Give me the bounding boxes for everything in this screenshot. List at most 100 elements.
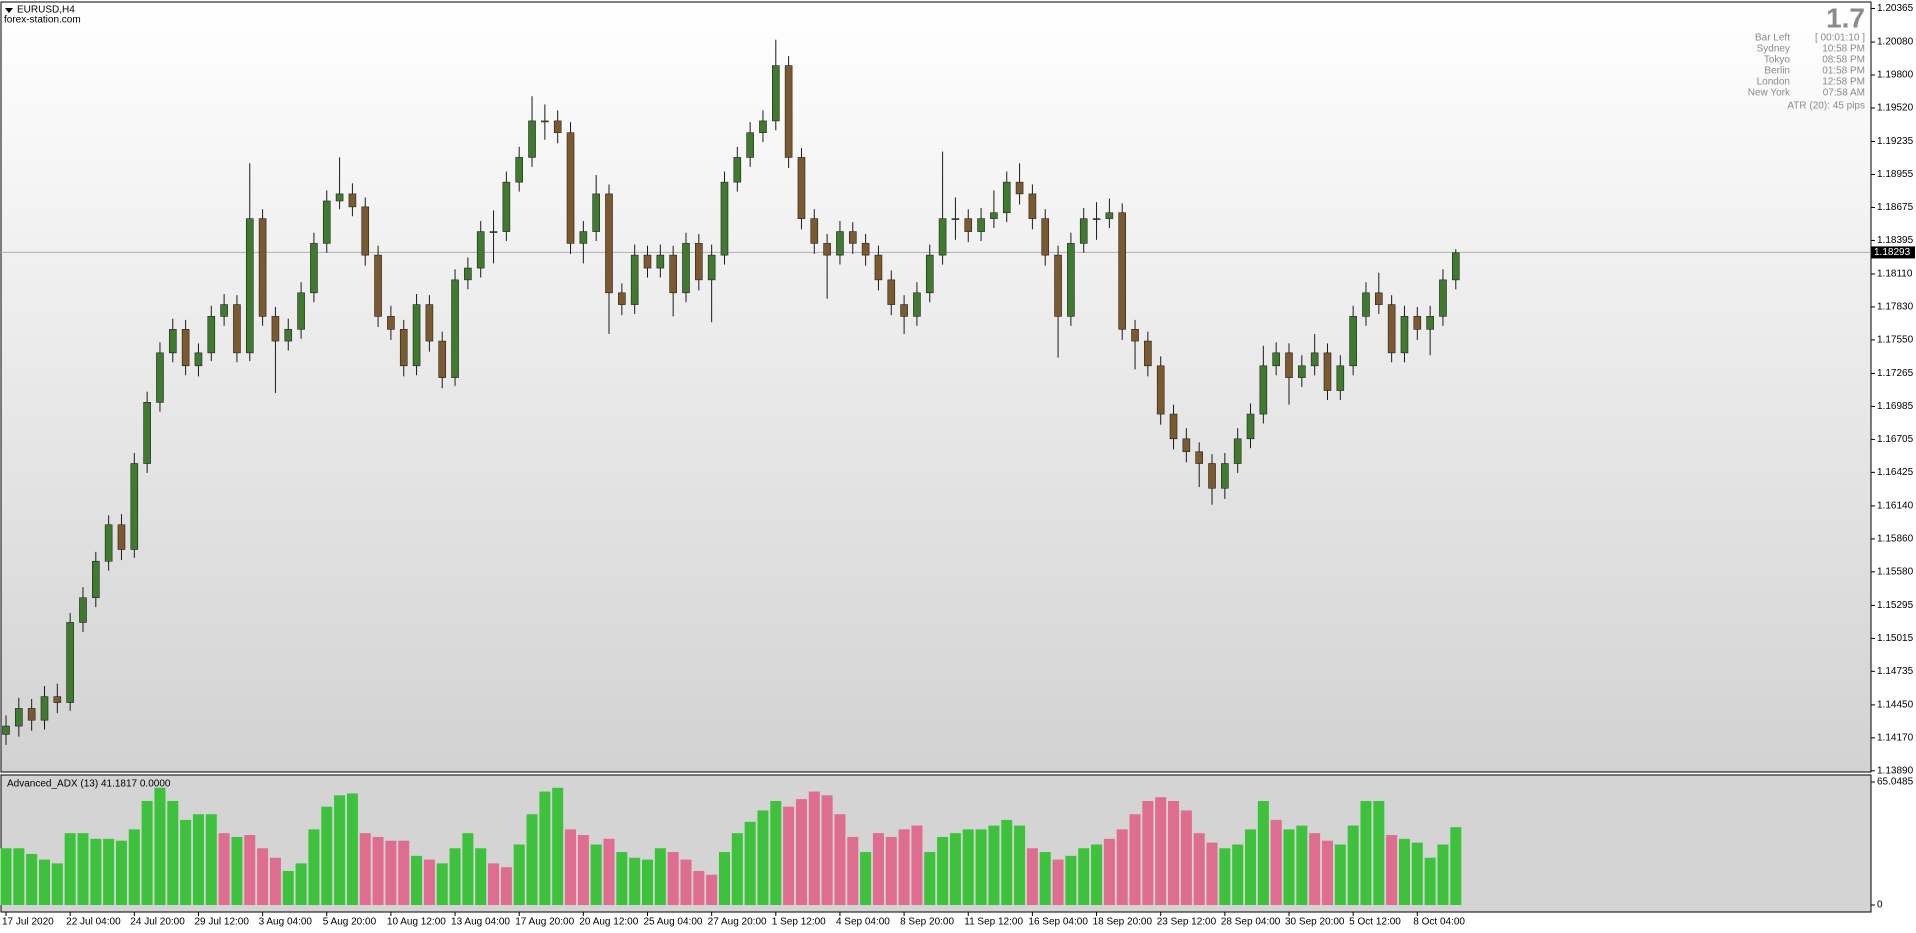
adx-bar <box>962 829 974 905</box>
candle-body <box>1015 181 1024 195</box>
candle-body <box>592 193 600 232</box>
x-tick-label: 27 Aug 20:00 <box>708 917 767 928</box>
adx-bar <box>423 859 435 905</box>
candle-body <box>1349 316 1357 367</box>
candle-body <box>720 181 729 256</box>
adx-bar <box>795 799 807 905</box>
adx-bar <box>0 848 12 905</box>
watermark: forex-station.com <box>4 15 81 26</box>
adx-bar <box>372 836 384 905</box>
x-tick-label: 18 Sep 20:00 <box>1093 917 1153 928</box>
adx-bar <box>821 795 833 905</box>
candle-body <box>848 231 857 244</box>
adx-bar <box>385 840 397 905</box>
x-tick-label: 25 Aug 04:00 <box>644 917 703 928</box>
x-tick-label: 10 Aug 12:00 <box>387 917 446 928</box>
candle-body <box>1426 316 1434 330</box>
adx-bar <box>398 840 410 905</box>
candle-body <box>669 254 677 294</box>
info-value: 12:58 PM <box>1822 77 1865 88</box>
candle-body <box>245 218 254 354</box>
adx-bar <box>757 810 769 905</box>
adx-bar <box>244 835 256 905</box>
candle-body <box>1028 193 1037 219</box>
candle-body <box>977 218 985 232</box>
x-tick-label: 5 Aug 20:00 <box>323 917 377 928</box>
info-value: [ 00:01:10 ] <box>1815 33 1865 44</box>
candle-body <box>310 243 318 294</box>
candle-body <box>1079 218 1088 244</box>
adx-bar <box>949 833 961 905</box>
adx-bar <box>295 863 307 905</box>
adx-bar <box>1398 838 1410 905</box>
candle-body <box>1156 365 1165 415</box>
y-tick-label: 1.14170 <box>1877 732 1914 743</box>
candle-body <box>143 402 151 464</box>
candle-body <box>1041 218 1050 256</box>
y-tick-label: 1.16705 <box>1877 434 1914 445</box>
candle-body <box>1221 463 1229 489</box>
adx-bar <box>1103 838 1115 905</box>
adx-bar <box>1334 844 1346 905</box>
y-tick-label: 1.17265 <box>1877 368 1914 379</box>
candle-body <box>1054 254 1062 317</box>
x-tick-label: 22 Jul 04:00 <box>66 917 121 928</box>
adx-bar <box>718 852 730 905</box>
candle-body <box>1144 340 1152 367</box>
candle-body <box>1105 212 1114 219</box>
x-tick-label: 28 Sep 04:00 <box>1221 917 1281 928</box>
adx-bar <box>1245 829 1257 905</box>
adx-bar <box>103 838 115 905</box>
adx-bar <box>218 833 230 905</box>
candle-body <box>374 254 382 317</box>
y-tick-label: 1.20365 <box>1877 3 1914 14</box>
candle-body <box>27 708 36 721</box>
menu-arrow[interactable] <box>5 8 13 13</box>
candle-body <box>1451 252 1460 281</box>
y-tick-label: 1.14450 <box>1877 700 1914 711</box>
adx-bar <box>1283 829 1295 905</box>
adx-bar <box>167 801 179 905</box>
candle-body <box>53 696 62 703</box>
adx-bar <box>488 863 500 905</box>
adx-bar <box>1116 829 1128 905</box>
adx-bar <box>513 844 525 905</box>
adx-bar <box>1270 819 1282 905</box>
candle-body <box>771 65 780 122</box>
y-tick-label: 1.13890 <box>1877 765 1914 776</box>
candle-body <box>1067 243 1075 317</box>
y-tick-label: 1.18395 <box>1877 235 1914 246</box>
y-tick-label: 1.19520 <box>1877 103 1914 114</box>
adx-bar <box>1168 801 1180 905</box>
adx-bar <box>616 852 628 905</box>
candle-body <box>220 304 228 317</box>
adx-bar <box>1347 825 1359 905</box>
candle-body <box>1118 212 1127 330</box>
candle-body <box>1208 463 1216 489</box>
adx-bar <box>693 870 705 905</box>
y-tick-label: 1.20080 <box>1877 37 1914 48</box>
adx-bar <box>411 855 423 905</box>
indicator-title: Advanced_ADX (13) 41.1817 0.0000 <box>7 779 171 790</box>
y-tick-label: 1.15295 <box>1877 600 1914 611</box>
candle-body <box>643 254 652 269</box>
candle-body <box>874 254 883 281</box>
candle-body <box>1400 316 1409 354</box>
candle-body <box>1259 365 1268 415</box>
candle-body <box>40 696 49 721</box>
adx-bar <box>1386 835 1398 905</box>
candle-body <box>348 193 357 208</box>
adx-bar <box>565 829 577 905</box>
info-label: London <box>1757 77 1790 88</box>
info-value: 08:58 PM <box>1822 55 1865 66</box>
adx-bar <box>1026 848 1038 905</box>
info-label: Tokyo <box>1764 55 1791 66</box>
candle-body <box>887 279 896 305</box>
adx-bar <box>308 829 320 905</box>
candle-body <box>1439 279 1447 317</box>
adx-bar <box>13 848 25 905</box>
x-tick-label: 5 Oct 12:00 <box>1349 917 1401 928</box>
candle-body <box>168 329 177 354</box>
adx-bar <box>346 793 358 905</box>
adx-bar <box>539 791 551 905</box>
